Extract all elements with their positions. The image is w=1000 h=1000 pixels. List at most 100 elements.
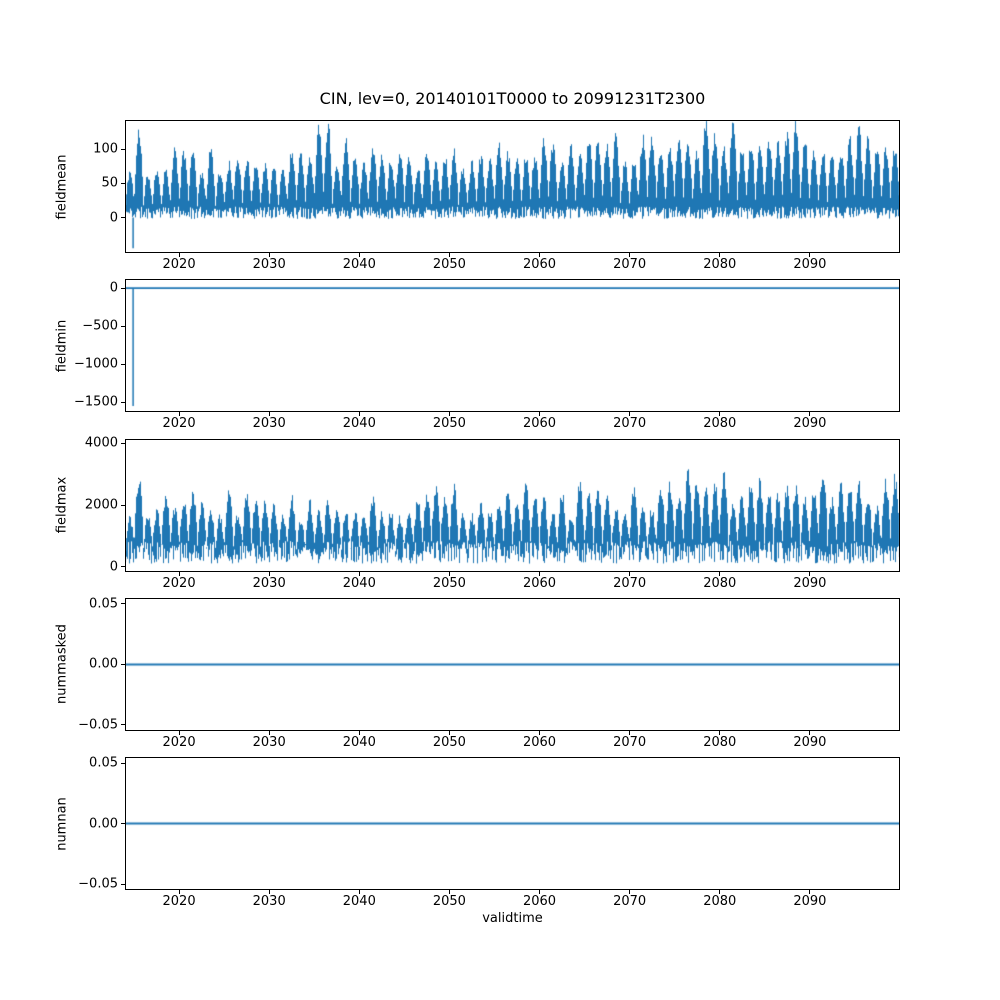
plot-area-nummasked [125, 597, 900, 731]
x-tick-label: 2060 [522, 894, 557, 910]
x-tick [809, 571, 811, 576]
x-tick-label: 2080 [703, 416, 737, 432]
y-tick-label: −0.05 [78, 876, 118, 892]
x-tick [448, 890, 450, 895]
x-tick-label: 2050 [432, 416, 466, 432]
x-tick [719, 571, 721, 576]
y-tick-label: 0.00 [89, 656, 118, 672]
x-tick-label: 2060 [522, 575, 557, 591]
x-tick [809, 412, 811, 417]
x-tick [178, 253, 180, 257]
x-tick-label: 2070 [613, 416, 647, 432]
x-tick-label: 2020 [162, 575, 196, 591]
x-tick-label: 2040 [342, 257, 376, 272]
x-tick-label: 2030 [252, 734, 286, 750]
x-axis-label: validtime [482, 911, 543, 926]
y-tick-label: −1000 [74, 356, 118, 372]
y-tick-label: 2000 [84, 497, 118, 513]
y-tick [121, 724, 125, 726]
x-tick [629, 253, 631, 257]
x-tick-label: 2080 [703, 257, 737, 272]
y-tick-label: 0 [109, 559, 118, 575]
x-tick-label: 2030 [252, 575, 286, 591]
x-tick [178, 730, 180, 735]
x-tick [629, 730, 631, 735]
x-tick [448, 253, 450, 257]
x-tick [268, 253, 270, 257]
x-tick [809, 730, 811, 735]
plot-area-fieldmax [125, 438, 900, 572]
x-tick-label: 2070 [613, 734, 647, 750]
y-axis-label-numnan: numnan [54, 796, 70, 851]
plot-area-fieldmin [125, 279, 900, 413]
y-tick [121, 762, 125, 764]
x-tick-label: 2050 [432, 734, 466, 750]
y-tick-label: 50 [101, 175, 118, 191]
y-tick-label: 0 [109, 280, 118, 296]
x-tick [809, 890, 811, 895]
x-tick-label: 2050 [432, 257, 466, 272]
x-tick [268, 571, 270, 576]
y-tick [121, 603, 125, 605]
y-tick [121, 287, 125, 289]
y-tick [121, 663, 125, 665]
y-tick-label: −500 [82, 318, 118, 334]
x-tick [539, 890, 541, 895]
x-tick-label: 2090 [793, 416, 827, 432]
y-axis-label-fieldmax: fieldmax [54, 476, 70, 534]
x-tick-label: 2040 [342, 734, 376, 750]
x-tick [719, 253, 721, 257]
x-tick-label: 2080 [703, 894, 737, 910]
y-tick-label: 0 [109, 210, 118, 226]
x-tick-label: 2090 [793, 894, 827, 910]
x-tick-label: 2030 [252, 257, 286, 272]
x-tick-label: 2070 [613, 894, 647, 910]
y-tick [121, 442, 125, 444]
y-tick [121, 182, 125, 184]
plot-area-fieldmean [125, 120, 900, 253]
x-tick-label: 2080 [703, 575, 737, 591]
y-tick [121, 325, 125, 327]
x-tick-label: 2050 [432, 575, 466, 591]
y-tick-label: −1500 [74, 394, 118, 410]
x-tick-label: 2020 [162, 734, 196, 750]
y-tick [121, 401, 125, 403]
x-tick [448, 412, 450, 417]
x-tick [539, 571, 541, 576]
x-tick [629, 571, 631, 576]
x-tick-label: 2070 [613, 575, 647, 591]
x-tick [358, 253, 360, 257]
x-tick-label: 2040 [342, 575, 376, 591]
x-tick-label: 2020 [162, 894, 196, 910]
y-tick [121, 217, 125, 219]
x-tick-label: 2060 [522, 734, 557, 750]
plot-area-numnan [125, 757, 900, 891]
y-tick-label: 0.05 [89, 596, 118, 612]
x-tick [358, 412, 360, 417]
y-tick [121, 363, 125, 365]
figure-title: CIN, lev=0, 20140101T0000 to 20991231T23… [319, 89, 706, 108]
y-tick-label: 0.05 [89, 755, 118, 771]
x-tick [178, 412, 180, 417]
x-tick-label: 2070 [613, 257, 647, 272]
y-tick-label: 4000 [84, 435, 118, 451]
y-tick-label: −0.05 [78, 717, 118, 733]
x-tick-label: 2060 [522, 257, 557, 272]
x-tick [719, 412, 721, 417]
x-tick-label: 2080 [703, 734, 737, 750]
y-tick [121, 148, 125, 150]
x-tick [629, 412, 631, 417]
x-tick [629, 890, 631, 895]
x-tick-label: 2060 [522, 416, 557, 432]
x-tick-label: 2030 [252, 416, 286, 432]
x-tick-label: 2030 [252, 894, 286, 910]
x-tick [268, 730, 270, 735]
x-tick-label: 2090 [793, 257, 827, 272]
y-tick [121, 566, 125, 568]
y-tick [121, 823, 125, 825]
x-tick [539, 412, 541, 417]
x-tick [719, 890, 721, 895]
x-tick [539, 253, 541, 257]
